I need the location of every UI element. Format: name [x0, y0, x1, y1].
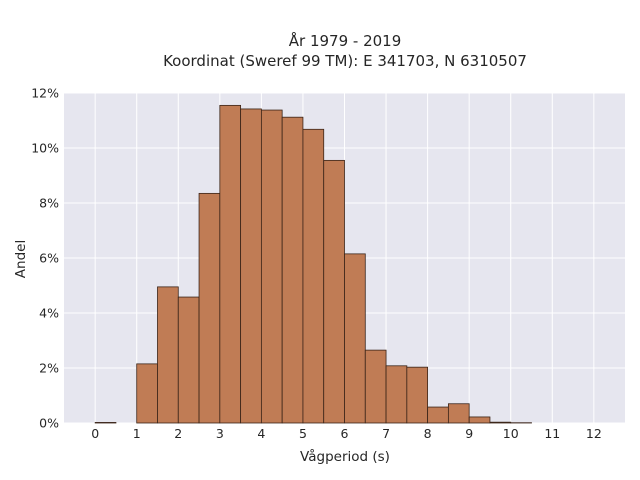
- histogram-bar: [406, 366, 429, 424]
- histogram-bar: [198, 192, 221, 424]
- x-tick-label: 4: [257, 426, 265, 441]
- x-tick-label: 12: [586, 426, 602, 441]
- x-tick-label: 2: [174, 426, 182, 441]
- x-tick-label: 9: [465, 426, 473, 441]
- histogram-bar: [427, 406, 449, 424]
- histogram-bar: [94, 422, 117, 424]
- histogram-bar: [385, 365, 408, 424]
- x-tick-label: 3: [216, 426, 224, 441]
- bars: [94, 104, 532, 424]
- histogram-bar: [219, 104, 242, 424]
- chart-title-line-2: Koordinat (Sweref 99 TM): E 341703, N 63…: [163, 52, 527, 70]
- x-tick-label: 8: [424, 426, 432, 441]
- x-tick-label: 1: [133, 426, 141, 441]
- y-tick-label: 12%: [31, 86, 59, 101]
- x-tick-label: 5: [299, 426, 307, 441]
- x-tick-label: 0: [91, 426, 99, 441]
- histogram-bar: [468, 416, 491, 424]
- x-tick-label: 11: [544, 426, 560, 441]
- x-axis-label: Vågperiod (s): [300, 448, 390, 465]
- x-tick-label: 6: [341, 426, 349, 441]
- histogram-bar: [447, 403, 470, 424]
- x-tick-label: 10: [503, 426, 519, 441]
- y-tick-label: 2%: [39, 361, 59, 376]
- y-tick-label: 4%: [39, 306, 59, 321]
- y-tick-label: 10%: [31, 141, 59, 156]
- chart-title-line-1: År 1979 - 2019: [289, 31, 402, 50]
- histogram-bar: [323, 159, 345, 424]
- histogram-bar: [364, 349, 387, 424]
- x-axis-ticks: 0 1 2 3 4 5 6 7 8 9 10 11 12: [91, 426, 602, 441]
- y-tick-label: 0%: [39, 416, 59, 431]
- y-axis-ticks: 0% 2% 4% 6% 8% 10% 12%: [31, 86, 59, 431]
- histogram-bar: [177, 296, 200, 424]
- y-tick-label: 6%: [39, 251, 59, 266]
- histogram-bar: [136, 363, 158, 424]
- y-axis-label: Andel: [13, 240, 29, 278]
- y-tick-label: 8%: [39, 196, 59, 211]
- histogram-bar: [302, 128, 325, 424]
- histogram-bar: [489, 421, 512, 424]
- histogram-bar: [281, 116, 304, 424]
- histogram-bar: [240, 108, 262, 424]
- x-tick-label: 7: [382, 426, 390, 441]
- histogram-bar: [344, 253, 366, 424]
- histogram-bar: [260, 109, 283, 424]
- histogram-bar: [157, 286, 179, 424]
